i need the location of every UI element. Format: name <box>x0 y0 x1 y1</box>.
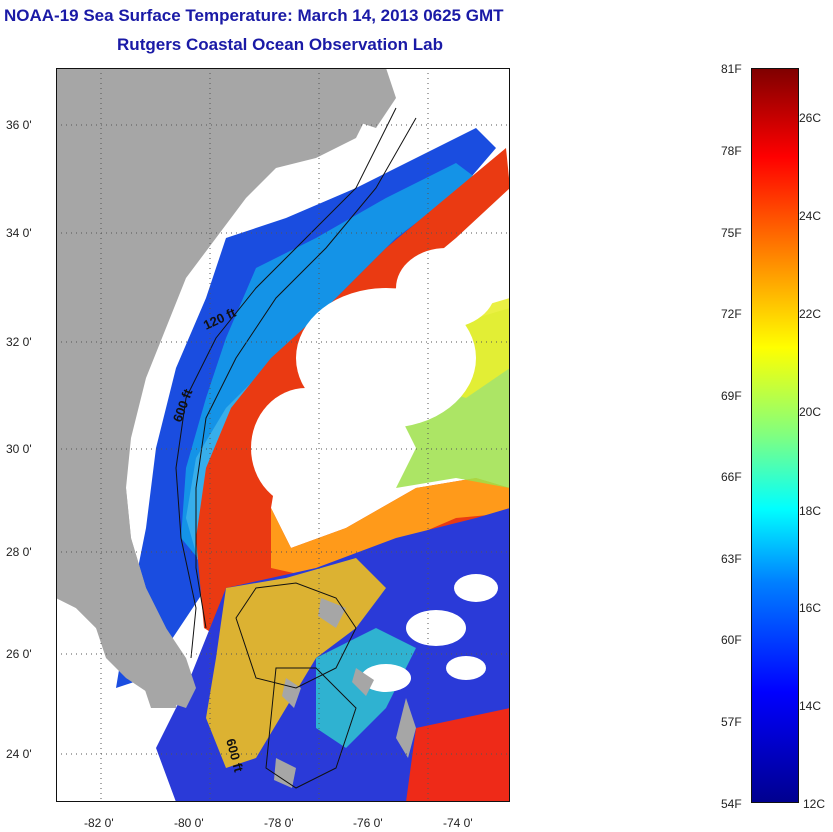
graticule <box>56 68 510 802</box>
cloud-masks <box>251 248 498 692</box>
lon-tick-80: -80 0' <box>174 816 204 830</box>
lat-tick-24: 24 0' <box>6 747 32 761</box>
colorbar-tick-66f: 66F <box>721 470 742 484</box>
colorbar-tick-26c: 26C <box>799 111 822 125</box>
colorbar-tick-14c: 14C <box>799 699 822 713</box>
land-mainland <box>56 68 376 708</box>
colorbar-tick-57f: 57F <box>721 715 742 729</box>
land-outer-banks <box>361 68 396 128</box>
lat-tick-32: 32 0' <box>6 335 32 349</box>
lat-tick-36: 36 0' <box>6 118 32 132</box>
colorbar-tick-75f: 75F <box>721 226 742 240</box>
map-subtitle: Rutgers Coastal Ocean Observation Lab <box>117 35 443 54</box>
lon-tick-74: -74 0' <box>443 816 473 830</box>
colorbar-tick-81f: 81F <box>721 62 742 76</box>
map-title: NOAA-19 Sea Surface Temperature: March 1… <box>4 6 504 25</box>
colorbar-tick-72f: 72F <box>721 307 742 321</box>
colorbar-tick-16c: 16C <box>799 601 822 615</box>
sst-map: 120 ft 600 ft 600 ft <box>56 68 510 802</box>
map-frame <box>56 68 510 802</box>
southeast-warm <box>406 708 510 802</box>
colorbar-tick-78f: 78F <box>721 144 742 158</box>
temperature-colorbar <box>751 68 799 803</box>
lon-tick-78: -78 0' <box>264 816 294 830</box>
depth-contours <box>175 107 417 789</box>
lat-tick-28: 28 0' <box>6 545 32 559</box>
land-florida <box>56 478 196 708</box>
colorbar-tick-24c: 24C <box>799 209 822 223</box>
colorbar-tick-22c: 22C <box>799 307 822 321</box>
lat-tick-26: 26 0' <box>6 647 32 661</box>
colorbar-tick-54f: 54F <box>721 797 742 811</box>
colorbar-tick-12c: 12C <box>803 797 826 811</box>
lat-tick-34: 34 0' <box>6 226 32 240</box>
colorbar-tick-69f: 69F <box>721 389 742 403</box>
gulf-stream-edge <box>271 478 510 578</box>
lat-tick-30: 30 0' <box>6 442 32 456</box>
colorbar-tick-20c: 20C <box>799 405 822 419</box>
lon-tick-82: -82 0' <box>84 816 114 830</box>
colorbar-tick-63f: 63F <box>721 552 742 566</box>
lon-tick-76: -76 0' <box>353 816 383 830</box>
colorbar-tick-60f: 60F <box>721 633 742 647</box>
colorbar-tick-18c: 18C <box>799 504 822 518</box>
